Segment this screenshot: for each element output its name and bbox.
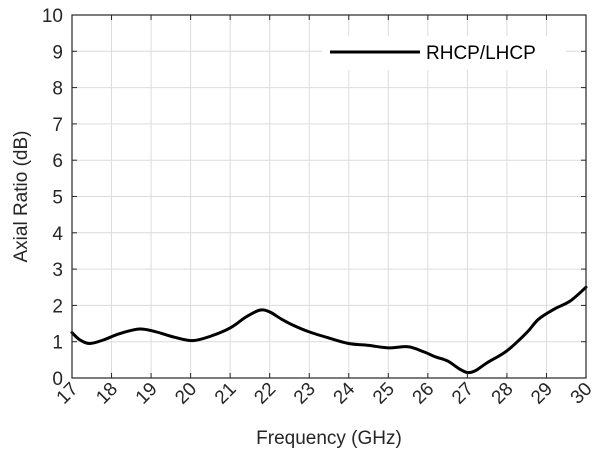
x-tick-label: 23 (290, 379, 320, 409)
y-tick-label: 2 (52, 296, 63, 317)
x-tick-label: 27 (448, 379, 478, 409)
series-line-rhcp-lhcp (70, 285, 588, 375)
y-tick-labels: 0 1 2 3 4 5 6 7 8 9 10 (42, 6, 64, 390)
x-tick-label: 19 (132, 379, 162, 409)
x-axis-label: Frequency (GHz) (256, 428, 402, 449)
y-tick-label: 9 (52, 42, 63, 63)
y-axis-label: Axial Ratio (dB) (11, 131, 32, 263)
x-tick-label: 29 (527, 379, 557, 409)
legend: RHCP/LHCP (322, 36, 566, 70)
x-tick-label: 22 (250, 379, 280, 409)
y-tick-label: 1 (52, 333, 63, 354)
x-tick-label: 24 (330, 378, 360, 408)
series-layer (70, 285, 588, 375)
tick-marks (71, 14, 587, 379)
y-tick-label: 7 (52, 115, 63, 136)
x-tick-label: 30 (567, 379, 597, 409)
y-tick-label: 6 (52, 151, 63, 172)
x-tick-labels: 17 18 19 20 21 22 23 24 25 26 27 28 29 30 (53, 378, 597, 408)
y-tick-label: 10 (42, 6, 63, 27)
x-tick-label: 20 (171, 379, 201, 409)
y-tick-label: 8 (52, 79, 63, 100)
y-tick-label: 0 (52, 369, 63, 390)
x-tick-label: 21 (211, 379, 241, 409)
x-tick-label: 18 (92, 379, 122, 409)
x-tick-label: 28 (488, 379, 518, 409)
legend-label-rhcp-lhcp: RHCP/LHCP (426, 43, 536, 64)
x-tick-label: 25 (369, 379, 399, 409)
x-tick-label: 26 (409, 379, 439, 409)
y-tick-label: 3 (52, 260, 63, 281)
y-tick-label: 4 (52, 224, 63, 245)
y-tick-label: 5 (52, 188, 63, 209)
